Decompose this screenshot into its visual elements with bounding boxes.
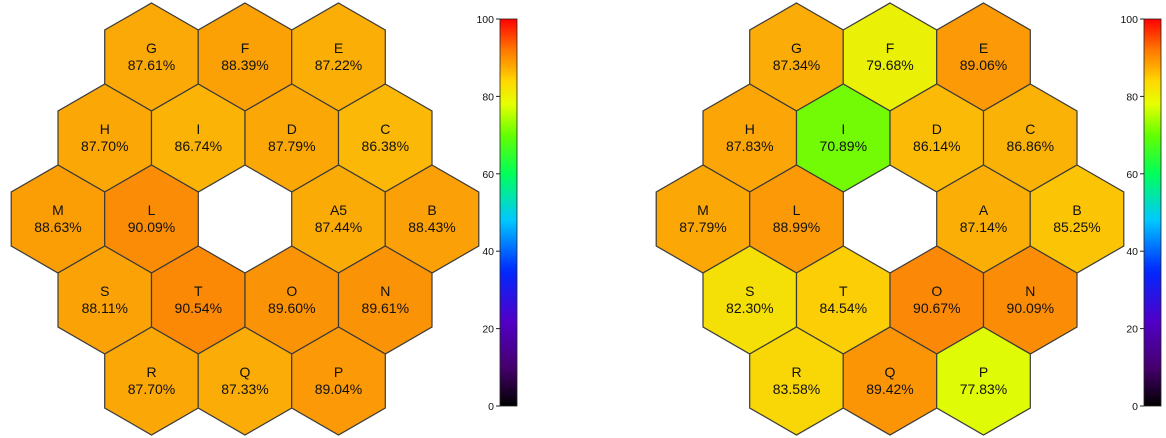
colorbar-tick-label: 0 — [1132, 401, 1138, 413]
segment-label-r: R — [791, 364, 801, 380]
hex-map-panel-right: G87.34% F79.68% E89.06% H87.83% I70.89% D86.1… — [655, 2, 1162, 436]
segment-label-g: G — [146, 40, 157, 56]
segment-label-h: H — [100, 121, 110, 137]
segment-label-t: T — [194, 283, 203, 299]
segment-label-i: I — [196, 121, 200, 137]
segment-value-r: 87.70% — [128, 381, 175, 397]
segment-label-c: C — [1025, 121, 1035, 137]
segment-value-p: 77.83% — [960, 381, 1007, 397]
segment-value-a: 87.44% — [315, 219, 362, 235]
segment-value-m: 87.79% — [679, 219, 726, 235]
colorbar-tick-label: 20 — [482, 324, 494, 336]
segment-label-s: S — [745, 283, 754, 299]
segment-value-t: 84.54% — [820, 300, 867, 316]
segment-label-n: N — [380, 283, 390, 299]
colorbar-frame — [499, 18, 518, 407]
segment-value-i: 86.74% — [175, 138, 222, 154]
hex-segment-p — [291, 326, 386, 436]
segment-label-e: E — [334, 40, 343, 56]
segment-value-s: 82.30% — [726, 300, 773, 316]
segment-label-l: L — [793, 202, 801, 218]
segment-label-b: B — [427, 202, 436, 218]
segment-label-o: O — [286, 283, 297, 299]
segment-label-d: D — [287, 121, 297, 137]
segment-label-f: F — [241, 40, 250, 56]
segment-label-f: F — [886, 40, 895, 56]
segment-value-e: 89.06% — [960, 57, 1007, 73]
segment-label-d: D — [932, 121, 942, 137]
segment-label-t: T — [839, 283, 848, 299]
segment-value-h: 87.83% — [726, 138, 773, 154]
segment-label-a: A5 — [330, 202, 347, 218]
segment-value-l: 88.99% — [773, 219, 820, 235]
segment-value-g: 87.34% — [773, 57, 820, 73]
segment-label-a: A — [979, 202, 989, 218]
segment-value-b: 85.25% — [1053, 219, 1100, 235]
segment-value-g: 87.61% — [128, 57, 175, 73]
segment-value-p: 89.04% — [315, 381, 362, 397]
segment-label-m: M — [52, 202, 64, 218]
segment-label-o: O — [931, 283, 942, 299]
colorbar-frame — [1143, 18, 1162, 407]
segment-value-q: 89.42% — [866, 381, 913, 397]
colorbar-tick-label: 80 — [482, 91, 494, 103]
segment-value-t: 90.54% — [175, 300, 222, 316]
segment-value-f: 79.68% — [866, 57, 913, 73]
colorbar-tick-label: 100 — [476, 14, 494, 26]
segment-value-o: 89.60% — [268, 300, 315, 316]
segment-value-s: 88.11% — [82, 300, 128, 316]
colorbar-tick-label: 20 — [1126, 324, 1138, 336]
colorbar — [500, 19, 517, 406]
segment-value-c: 86.86% — [1007, 138, 1054, 154]
colorbar — [1144, 19, 1161, 406]
segment-value-b: 88.43% — [408, 219, 455, 235]
segment-value-d: 87.79% — [268, 138, 315, 154]
colorbar-tick-label: 40 — [482, 246, 494, 258]
colorbar-tick-label: 100 — [1120, 14, 1138, 26]
segment-value-h: 87.70% — [81, 138, 128, 154]
segment-label-r: R — [146, 364, 156, 380]
segment-value-l: 90.09% — [128, 219, 175, 235]
colorbar-tick-label: 60 — [482, 169, 494, 181]
segment-value-c: 86.38% — [362, 138, 409, 154]
hex-map-panel-left: G87.61%F88.39%E87.22%H87.70%I86.74%D87.7… — [10, 2, 518, 436]
segment-label-h: H — [745, 121, 755, 137]
segment-label-p: P — [979, 364, 988, 380]
segment-label-p: P — [334, 364, 343, 380]
segment-label-e: E — [979, 40, 988, 56]
segment-label-q: Q — [240, 364, 251, 380]
colorbar-tick-label: 60 — [1126, 169, 1138, 181]
segment-value-r: 83.58% — [773, 381, 820, 397]
colorbar-tick-label: 80 — [1126, 91, 1138, 103]
segment-label-b: B — [1072, 202, 1081, 218]
segment-value-a: 87.14% — [960, 219, 1007, 235]
segment-value-f: 88.39% — [221, 57, 268, 73]
segment-value-d: 86.14% — [913, 138, 960, 154]
segment-value-q: 87.33% — [221, 381, 268, 397]
colorbar-tick-label: 40 — [1126, 246, 1138, 258]
segment-value-e: 87.22% — [315, 57, 362, 73]
segment-label-q: Q — [885, 364, 896, 380]
segment-label-c: C — [380, 121, 390, 137]
segment-label-s: S — [100, 283, 109, 299]
segment-label-m: M — [697, 202, 709, 218]
segment-value-n: 89.61% — [362, 300, 409, 316]
segment-value-m: 88.63% — [34, 219, 81, 235]
segment-value-o: 90.67% — [913, 300, 960, 316]
hex-segment-p — [936, 326, 1031, 436]
segment-label-g: G — [791, 40, 802, 56]
segment-label-n: N — [1025, 283, 1035, 299]
segment-label-l: L — [148, 202, 156, 218]
colorbar-tick-label: 0 — [488, 401, 494, 413]
segment-value-n: 90.09% — [1007, 300, 1054, 316]
segment-label-i: I — [841, 121, 845, 137]
segment-value-i: 70.89% — [820, 138, 867, 154]
